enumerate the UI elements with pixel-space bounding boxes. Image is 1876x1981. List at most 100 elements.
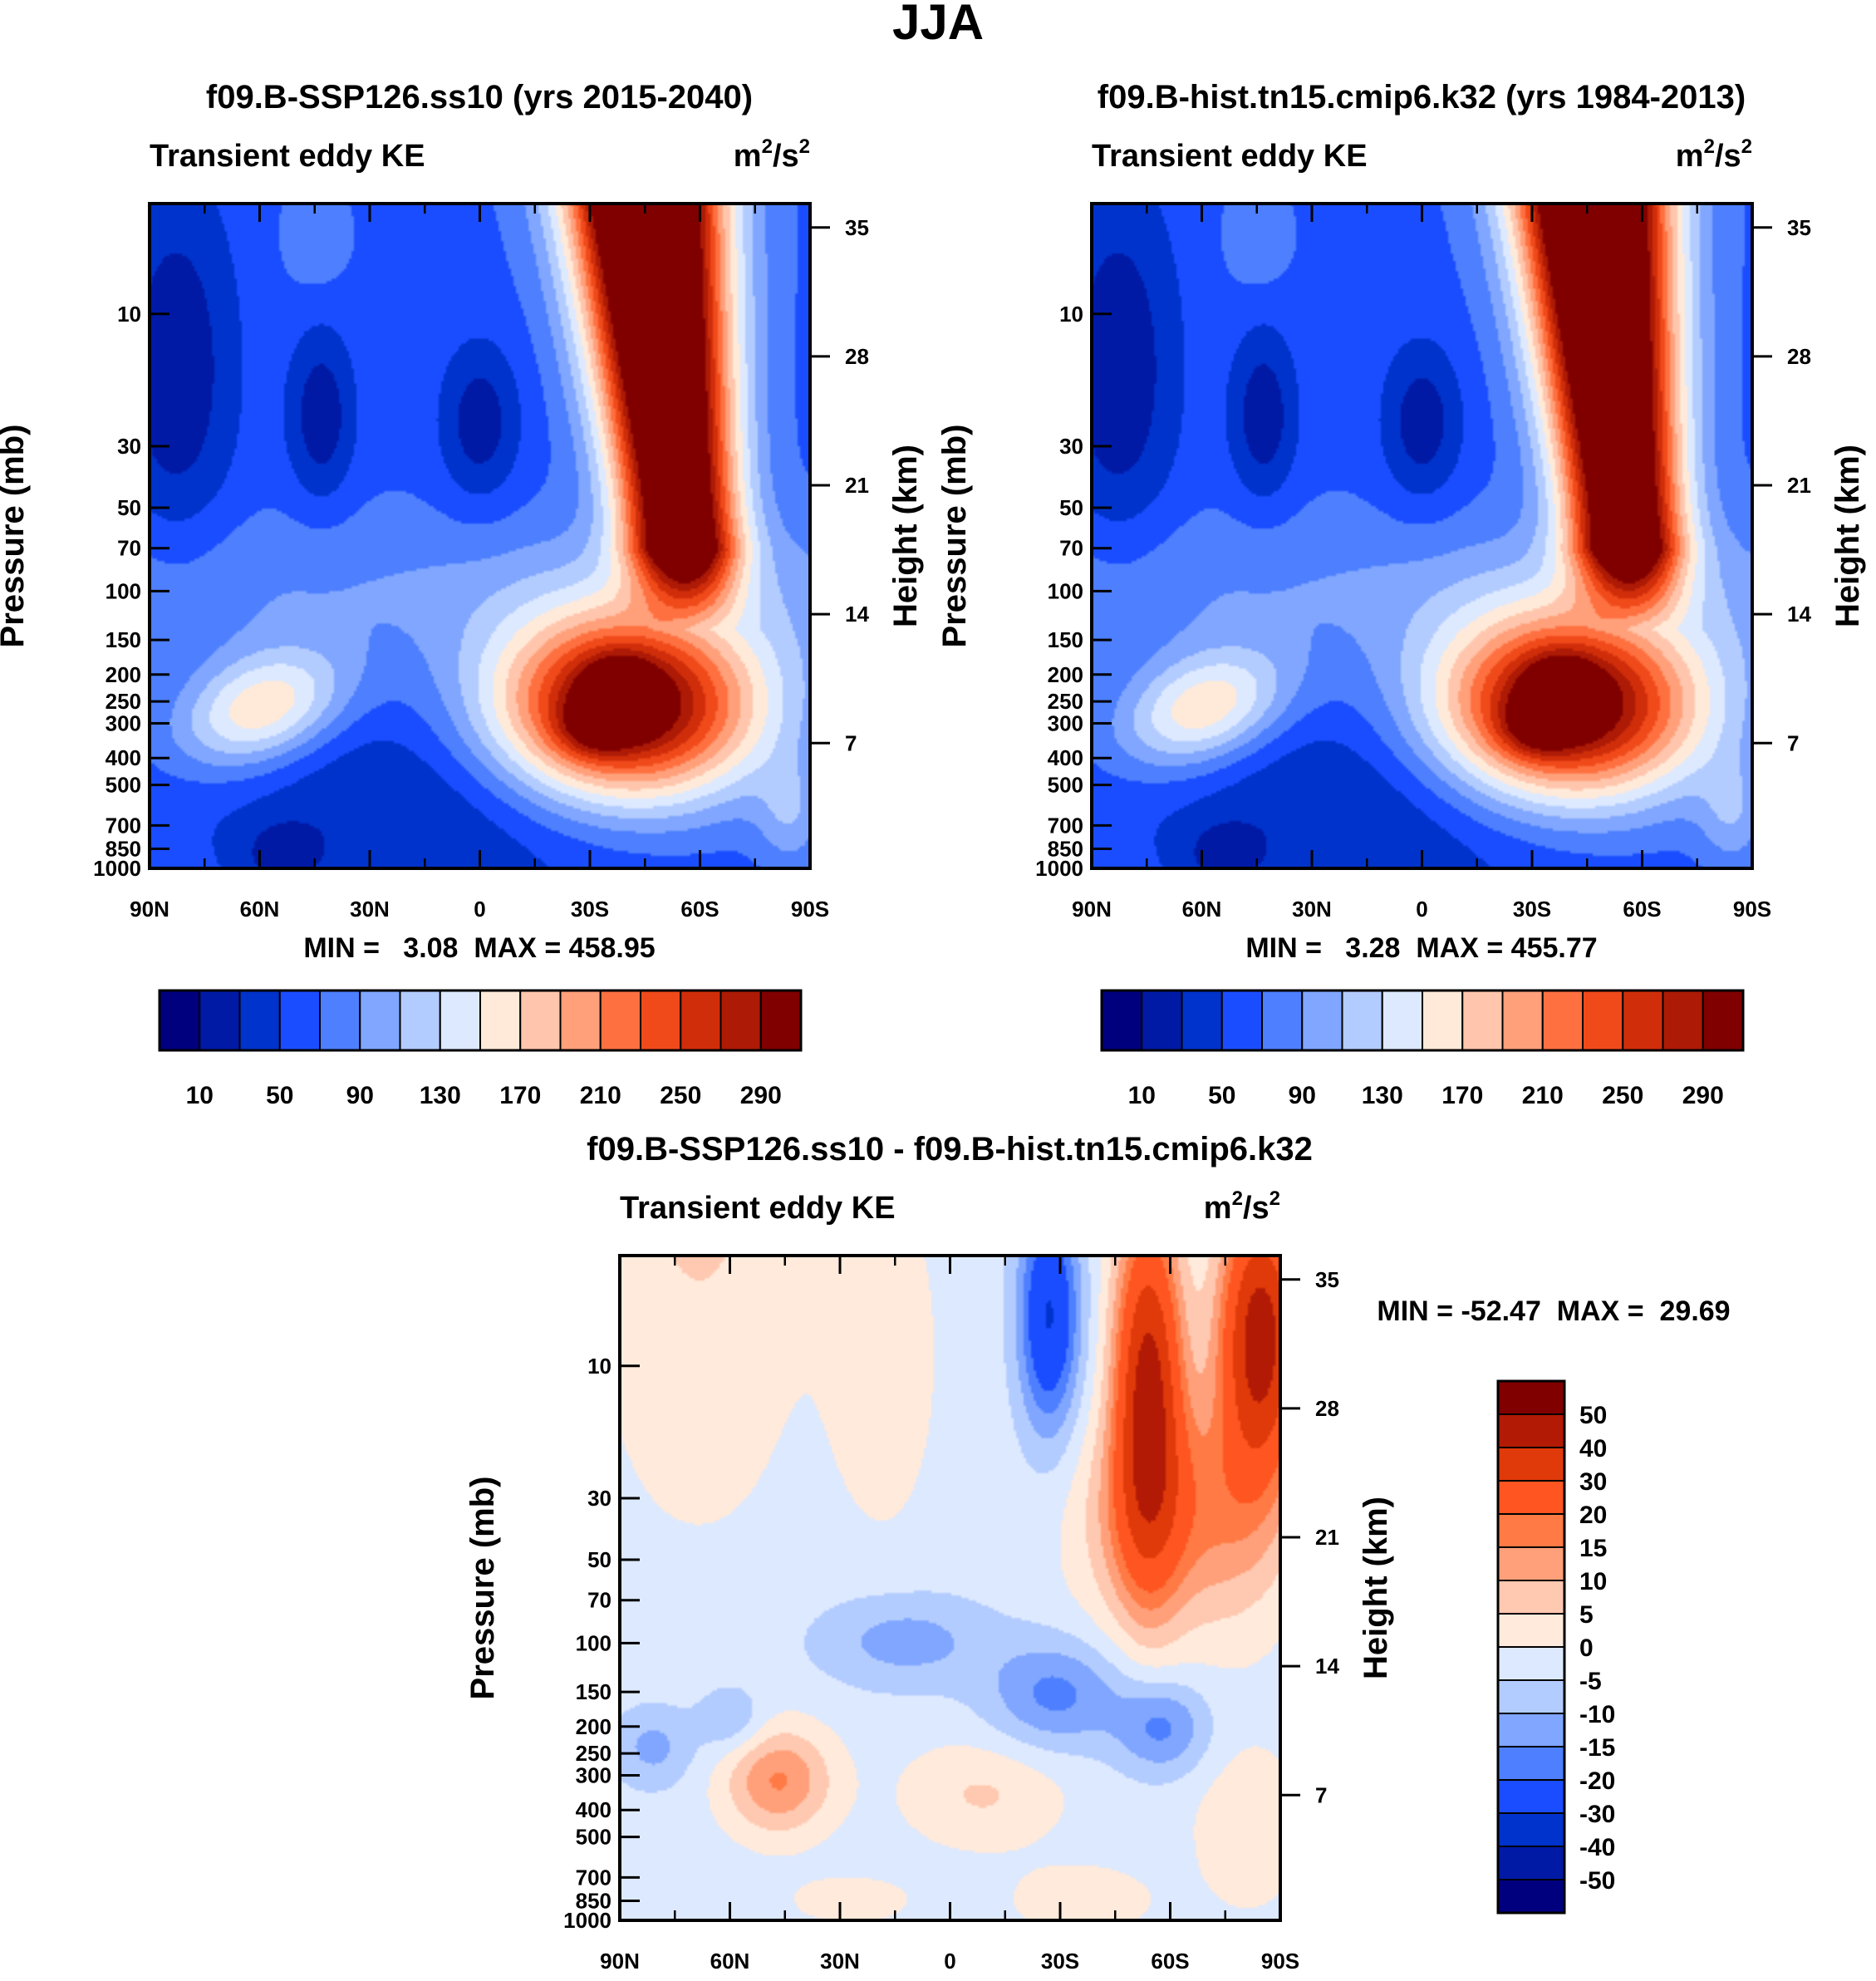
colorbar-label: 15 — [1579, 1535, 1607, 1562]
colorbar-label: 290 — [1682, 1082, 1724, 1109]
colorbar-swatch — [1497, 1580, 1565, 1615]
variable-label: Transient eddy KE — [620, 1191, 896, 1226]
pressure-tick-label: 700 — [576, 1865, 611, 1890]
height-tick-label: 14 — [1315, 1654, 1339, 1679]
units-label: m2/s2 — [734, 135, 810, 174]
colorbar-label: 210 — [1522, 1082, 1564, 1109]
height-tick-label: 7 — [1787, 730, 1799, 755]
panel-ssp126: f09.B-SSP126.ss10 (yrs 2015-2040) Transi… — [0, 79, 924, 964]
colorbar-swatch — [519, 990, 562, 1051]
colorbar-ssp126: 10 50 90 130 170 210 250 290 — [158, 989, 803, 1109]
colorbar-swatch — [238, 990, 281, 1051]
colorbar-swatch — [278, 990, 321, 1051]
colorbar-swatch — [719, 990, 762, 1051]
colorbar-swatch — [479, 990, 522, 1051]
pressure-tick-label: 200 — [106, 662, 141, 687]
pressure-tick-label: 150 — [576, 1679, 611, 1704]
x-tick-label: 30S — [571, 897, 609, 922]
colorbar-swatch — [1497, 1413, 1565, 1448]
pressure-tick-label: 500 — [576, 1825, 611, 1850]
colorbar-label: 90 — [346, 1082, 374, 1109]
y2-axis-label: Height (km) — [1358, 1497, 1394, 1679]
colorbar-swatch — [1497, 1679, 1565, 1714]
colorbar-frame — [158, 989, 803, 1052]
height-tick-label: 35 — [1315, 1267, 1339, 1292]
height-tick-label: 28 — [1787, 344, 1811, 369]
colorbar-label: 20 — [1579, 1502, 1607, 1529]
colorbar-label: 170 — [1441, 1082, 1483, 1109]
variable-label: Transient eddy KE — [1092, 139, 1368, 174]
colorbar-swatch — [319, 990, 361, 1051]
colorbar-label: 130 — [420, 1082, 461, 1109]
colorbar-swatch — [1497, 1447, 1565, 1482]
pressure-tick-label: 50 — [587, 1547, 611, 1572]
colorbar-label: 50 — [1579, 1402, 1607, 1429]
colorbar-swatch — [1497, 1779, 1565, 1814]
pressure-tick-label: 500 — [106, 773, 141, 798]
colorbar-swatch — [439, 990, 481, 1051]
pressure-tick-label: 70 — [587, 1588, 611, 1613]
colorbar-label: -20 — [1579, 1767, 1615, 1795]
colorbar-swatch — [1301, 990, 1343, 1051]
colorbar-swatch — [199, 990, 241, 1051]
pressure-tick-label: 250 — [106, 689, 141, 714]
pressure-tick-label: 1000 — [1035, 856, 1083, 881]
colorbar-label: 210 — [580, 1082, 621, 1109]
colorbar-swatch — [1497, 1879, 1565, 1914]
x-tick-label: 30S — [1041, 1949, 1079, 1974]
colorbar-swatch — [599, 990, 641, 1051]
pressure-tick-label: 850 — [1048, 836, 1083, 861]
height-tick-label: 21 — [1315, 1525, 1339, 1550]
colorbar-swatch — [1497, 1713, 1565, 1748]
height-tick-label: 14 — [845, 602, 869, 627]
contour-field — [620, 1256, 1280, 1920]
colorbar-label: 250 — [1602, 1082, 1643, 1109]
pressure-tick-label: 1000 — [563, 1908, 611, 1933]
colorbar-swatch — [1341, 990, 1383, 1051]
colorbar-swatch — [359, 990, 401, 1051]
colorbar-swatch — [1497, 1812, 1565, 1847]
pressure-tick-label: 200 — [576, 1714, 611, 1739]
colorbar-label: 10 — [1579, 1568, 1607, 1595]
pressure-tick-label: 100 — [106, 578, 141, 603]
pressure-tick-label: 300 — [1048, 711, 1083, 736]
pressure-tick-label: 50 — [117, 495, 141, 520]
x-tick-label: 60N — [240, 897, 280, 922]
colorbar-label: 290 — [740, 1082, 782, 1109]
colorbar-label: -10 — [1579, 1701, 1615, 1728]
colorbar-swatch — [1702, 990, 1744, 1051]
x-tick-label: 0 — [474, 897, 485, 922]
colorbar-swatch — [1497, 1746, 1565, 1781]
colorbar-swatch — [640, 990, 682, 1051]
pressure-tick-label: 850 — [106, 836, 141, 861]
colorbar-label: -40 — [1579, 1834, 1615, 1861]
colorbar-swatch — [1582, 990, 1624, 1051]
colorbar-swatch — [1497, 1380, 1565, 1415]
colorbar-label: 10 — [1128, 1082, 1156, 1109]
colorbar-label: 50 — [266, 1082, 293, 1109]
units-label: m2/s2 — [1676, 135, 1752, 174]
contour-plot — [1092, 204, 1752, 868]
colorbar-swatch — [1497, 1646, 1565, 1681]
colorbar-label: -5 — [1579, 1668, 1602, 1695]
x-tick-label: 90S — [791, 897, 829, 922]
y-axis-label: Pressure (mb) — [936, 425, 973, 648]
contour-plot — [620, 1256, 1280, 1920]
height-tick-label: 7 — [1315, 1782, 1327, 1807]
colorbar-label: -50 — [1579, 1867, 1615, 1895]
colorbar-label: 90 — [1289, 1082, 1316, 1109]
stats-label: MIN = 3.28 MAX = 455.77 — [1245, 932, 1597, 964]
axis-ticks: 90N 60N 30N 0 30S 60S 90S103050701001502002503… — [0, 204, 924, 922]
colorbar-swatch — [1461, 990, 1504, 1051]
pressure-tick-label: 30 — [587, 1486, 611, 1511]
pressure-tick-label: 70 — [1059, 536, 1083, 561]
colorbar-label: 10 — [186, 1082, 214, 1109]
pressure-tick-label: 250 — [1048, 689, 1083, 714]
panel-historical: f09.B-hist.tn15.cmip6.k32 (yrs 1984-2013… — [936, 79, 1866, 964]
colorbar-swatch — [1622, 990, 1664, 1051]
x-tick-label: 60S — [1151, 1949, 1189, 1974]
x-tick-label: 60N — [1182, 897, 1222, 922]
colorbar-label: -15 — [1579, 1734, 1615, 1762]
